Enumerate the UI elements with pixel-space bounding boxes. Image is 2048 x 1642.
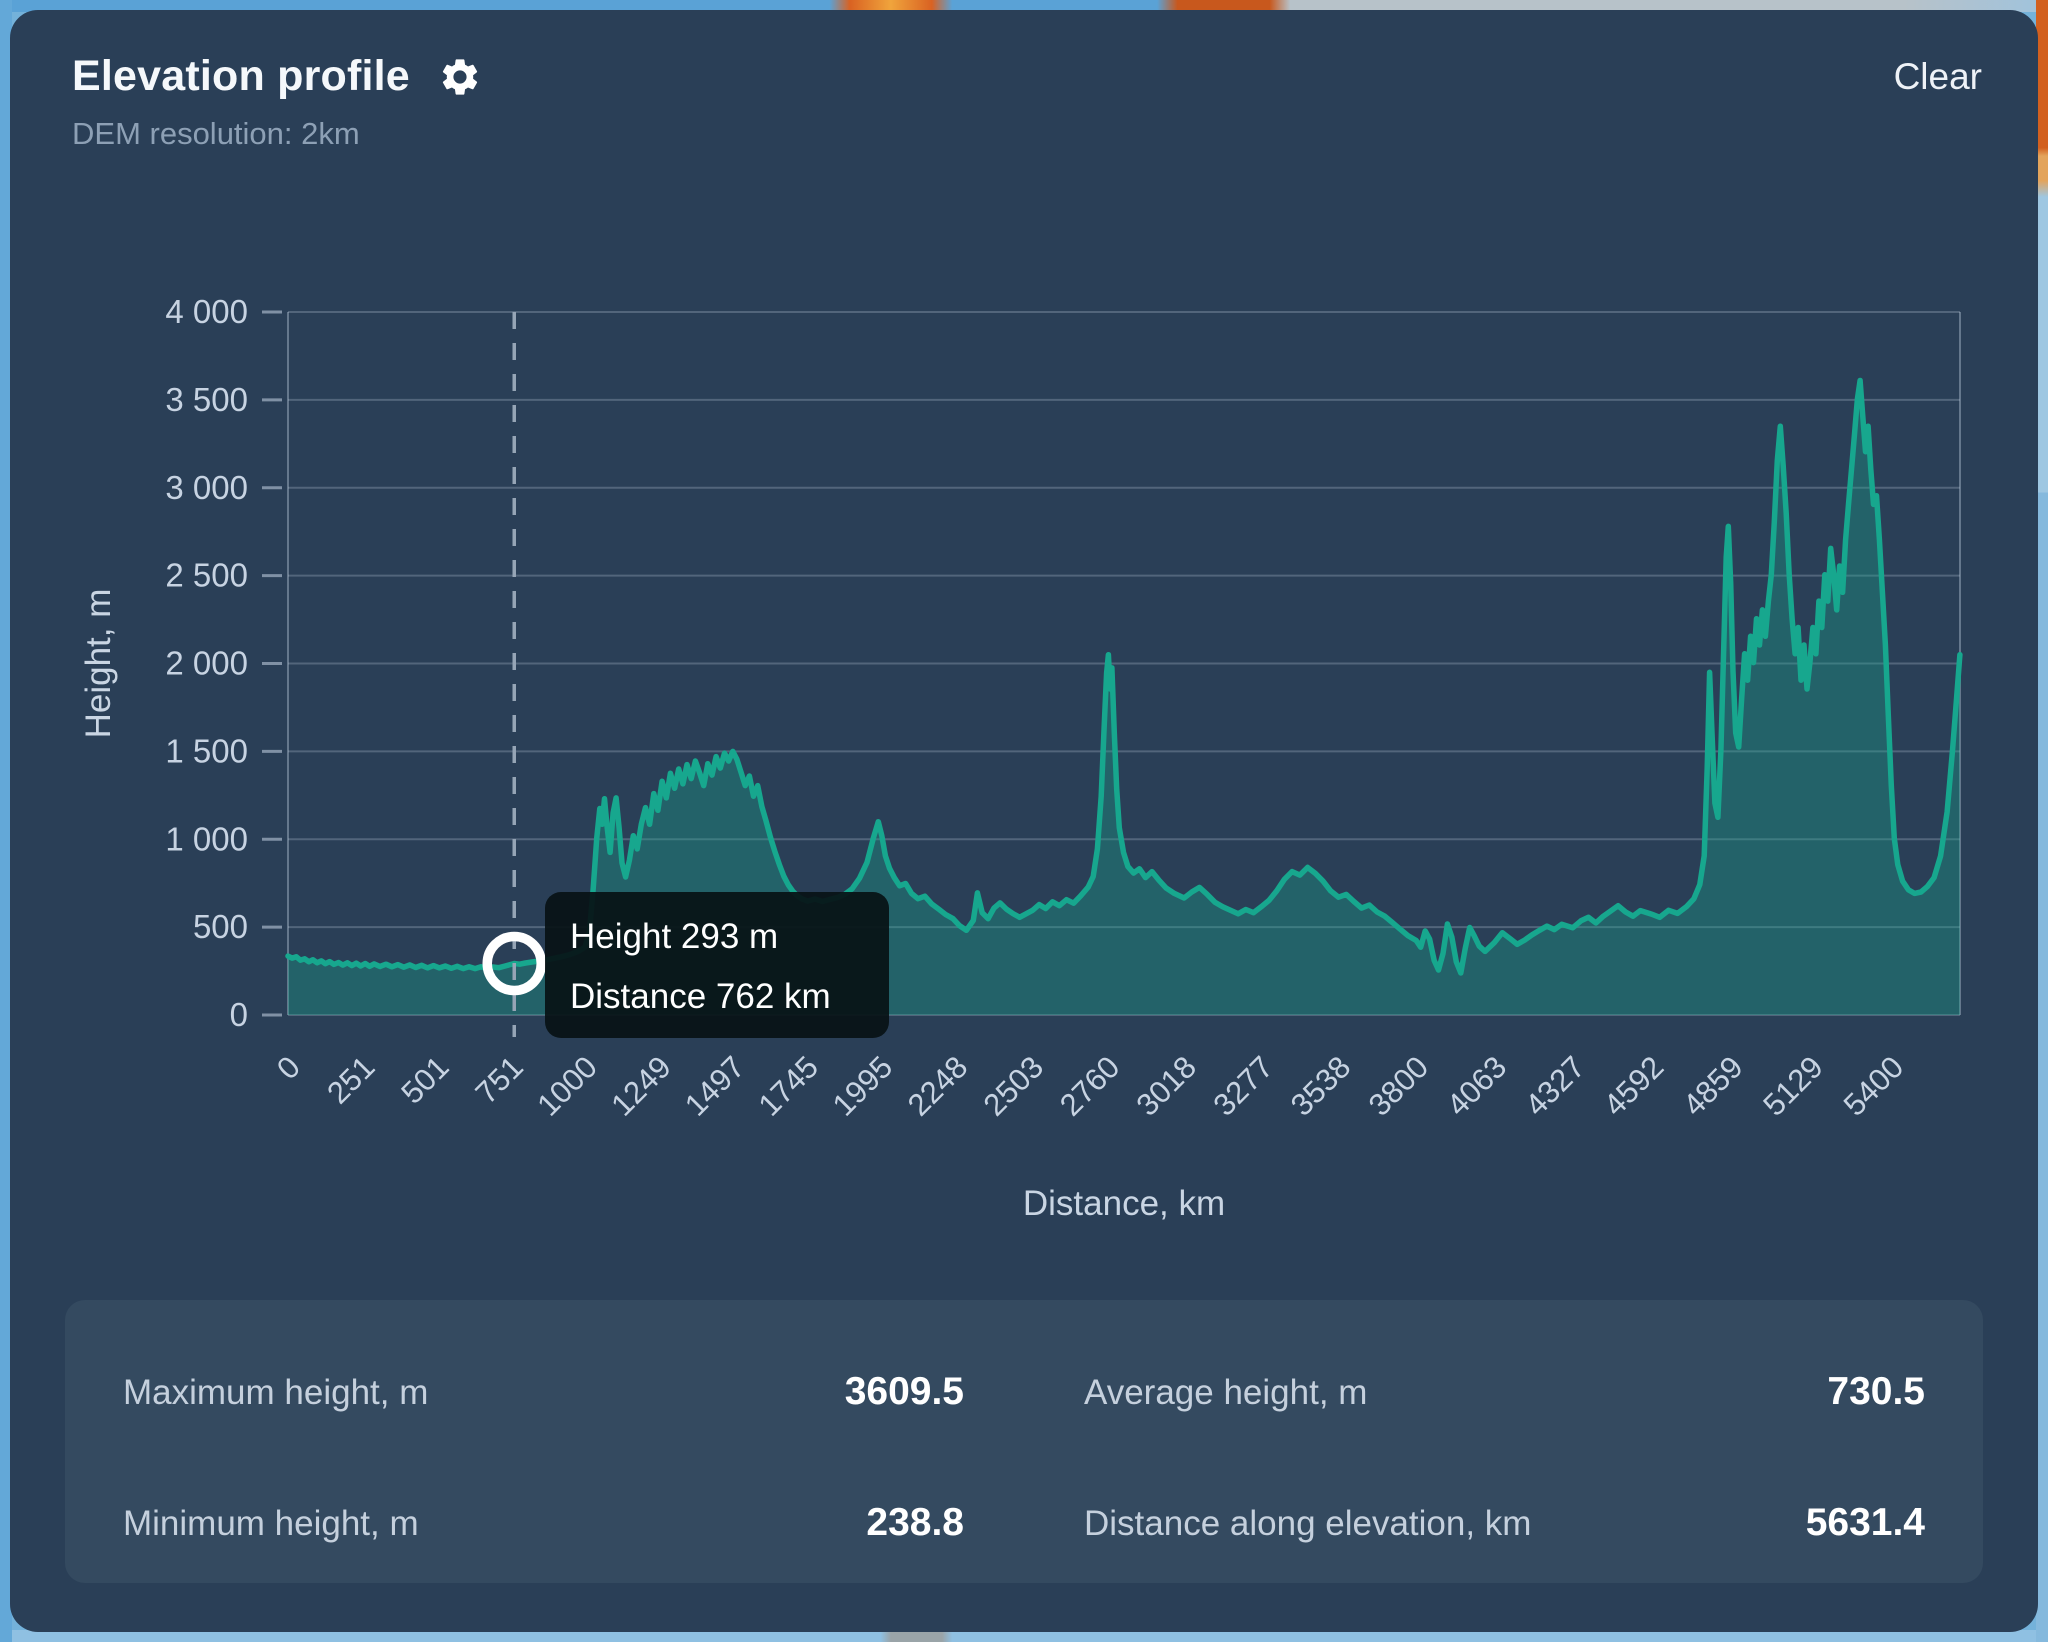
stat-value: 730.5 (1827, 1370, 1925, 1413)
elevation-area (288, 380, 1960, 1015)
y-tick-label: 4 000 (165, 293, 248, 330)
stat-label: Minimum height, m (123, 1503, 419, 1543)
x-tick-label: 2248 (901, 1049, 975, 1123)
x-tick-label: 3800 (1362, 1049, 1436, 1123)
x-tick-label: 4859 (1676, 1049, 1750, 1123)
tooltip-height-text: Height 293 m (570, 917, 778, 956)
y-tick-label: 2 500 (165, 557, 248, 594)
tooltip-box (545, 892, 889, 1038)
x-tick-label: 5400 (1837, 1049, 1911, 1123)
x-tick-label: 251 (320, 1049, 381, 1110)
x-tick-label: 2760 (1053, 1049, 1127, 1123)
stat-label: Average height, m (1084, 1373, 1368, 1412)
y-axis-title: Height, m (79, 589, 118, 739)
x-tick-label: 1497 (678, 1049, 752, 1123)
x-tick-label: 1000 (530, 1049, 604, 1123)
x-tick-label: 751 (469, 1049, 530, 1110)
x-tick-label: 4063 (1440, 1049, 1514, 1123)
elevation-chart[interactable]: 0 500 1 000 1 500 2 000 2 500 3 000 3 500 4 000 0… (10, 10, 2038, 1260)
x-axis-title: Distance, km (1023, 1184, 1225, 1223)
map-background-right (2036, 0, 2048, 1642)
map-background-left (0, 0, 12, 1642)
x-tick-label: 1745 (752, 1049, 826, 1123)
stat-min-height: Minimum height, m 238.8 (123, 1501, 964, 1584)
tooltip-distance-text: Distance 762 km (570, 977, 831, 1016)
map-background-bottom (0, 1630, 2048, 1642)
clear-button[interactable]: Clear (1893, 55, 1982, 97)
panel-header: Elevation profile Clear (72, 52, 1982, 101)
y-tick-label: 3 500 (165, 381, 248, 418)
stat-label: Maximum height, m (123, 1373, 429, 1412)
x-tick-label: 1995 (826, 1049, 900, 1123)
stat-distance-along: Distance along elevation, km 5631.4 (1084, 1501, 1925, 1584)
page-title: Elevation profile (72, 52, 410, 100)
x-tick-label: 501 (394, 1049, 455, 1110)
stat-value: 238.8 (866, 1500, 964, 1544)
stat-value: 3609.5 (844, 1370, 964, 1413)
x-tick-label: 4592 (1597, 1049, 1671, 1123)
stat-value: 5631.4 (1805, 1500, 1925, 1544)
y-tick-label: 2 000 (165, 645, 248, 682)
x-tick-label: 5129 (1756, 1049, 1830, 1123)
y-tick-label: 1 500 (165, 732, 248, 769)
stats-panel: Maximum height, m 3609.5 Average height,… (65, 1300, 1983, 1583)
x-tick-label: 0 (270, 1049, 307, 1086)
x-tick-label: 3538 (1284, 1049, 1358, 1123)
y-tick-label: 1 000 (165, 820, 248, 857)
hover-marker[interactable] (482, 931, 546, 996)
settings-gear-icon[interactable] (438, 55, 482, 99)
x-tick-label: 4327 (1518, 1049, 1592, 1123)
y-tick-label: 0 (230, 996, 248, 1033)
x-tick-label: 2503 (977, 1049, 1051, 1123)
y-tick-label: 3 000 (165, 469, 248, 506)
dem-resolution-label: DEM resolution: 2km (72, 116, 360, 151)
x-tick-label: 3277 (1206, 1049, 1280, 1123)
chart-tooltip: Height 293 m Distance 762 km (545, 892, 889, 1038)
elevation-profile-panel: Elevation profile Clear DEM resolution: … (10, 10, 2038, 1632)
stat-max-height: Maximum height, m 3609.5 (123, 1370, 964, 1453)
stat-average-height: Average height, m 730.5 (1084, 1370, 1925, 1453)
stat-label: Distance along elevation, km (1084, 1503, 1532, 1543)
x-tick-label: 3018 (1129, 1049, 1203, 1123)
y-tick-label: 500 (193, 908, 248, 945)
map-background-top (0, 0, 2048, 12)
title-row: Elevation profile (72, 52, 482, 101)
x-tick-label: 1249 (604, 1049, 678, 1123)
